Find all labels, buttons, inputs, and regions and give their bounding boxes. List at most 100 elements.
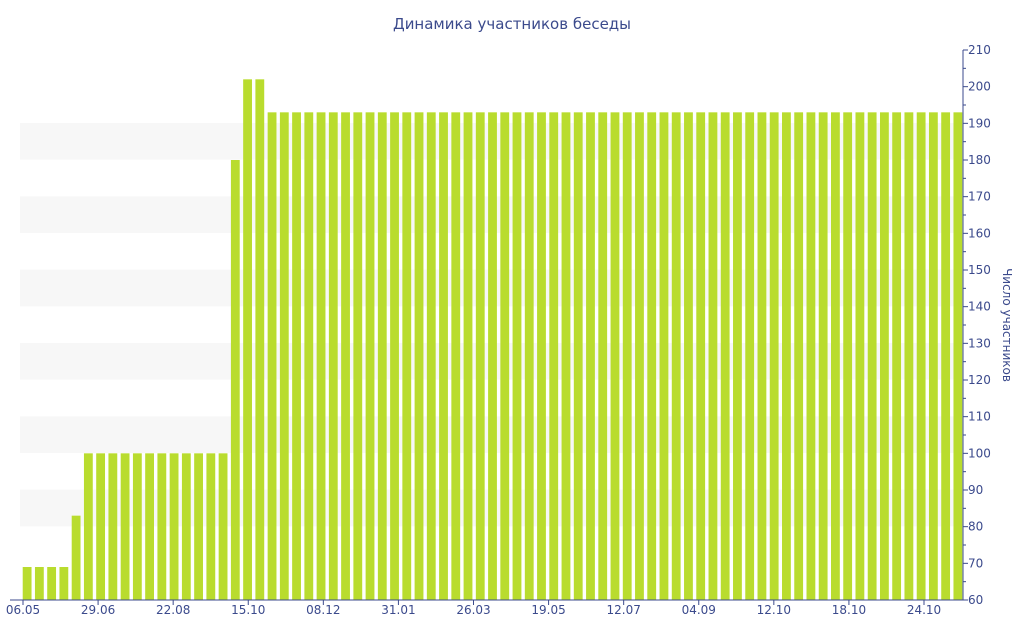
bar[interactable] <box>96 453 106 600</box>
bar[interactable] <box>353 112 363 600</box>
bar[interactable] <box>279 112 289 600</box>
bar[interactable] <box>439 112 448 600</box>
bar[interactable] <box>622 112 632 600</box>
bar[interactable] <box>635 112 644 600</box>
bar[interactable] <box>145 453 154 600</box>
x-tick-label: 12.07 <box>606 603 640 617</box>
bar[interactable] <box>586 112 595 600</box>
bar[interactable] <box>647 112 657 600</box>
x-tick-label: 15.10 <box>231 603 265 617</box>
bar[interactable] <box>769 112 779 600</box>
x-tick-label: 19.05 <box>531 603 565 617</box>
bar[interactable] <box>941 112 951 600</box>
bar[interactable] <box>892 112 902 600</box>
y-tick-label: 90 <box>968 483 983 497</box>
bar[interactable] <box>47 567 57 600</box>
x-tick-label: 08.12 <box>306 603 340 617</box>
bar[interactable] <box>524 112 534 600</box>
bar[interactable] <box>610 112 620 600</box>
bar[interactable] <box>904 112 914 600</box>
x-tick-label: 18.10 <box>832 603 866 617</box>
bar[interactable] <box>157 453 167 600</box>
bar[interactable] <box>292 112 301 600</box>
bar[interactable] <box>831 112 840 600</box>
bar[interactable] <box>120 453 130 600</box>
bar[interactable] <box>867 112 877 600</box>
y-tick-label: 110 <box>968 410 991 424</box>
bar[interactable] <box>59 567 69 600</box>
bar[interactable] <box>855 112 865 600</box>
bar[interactable] <box>218 453 228 600</box>
bar[interactable] <box>782 112 791 600</box>
x-axis: 06.05 29.06 22.08 15.10 08.12 31.01 26.03 19.05… <box>6 599 963 617</box>
bar[interactable] <box>377 112 387 600</box>
bar[interactable] <box>573 112 583 600</box>
x-tick-label: 29.06 <box>81 603 115 617</box>
bar[interactable] <box>194 453 203 600</box>
y-tick-label: 130 <box>968 336 991 350</box>
bar[interactable] <box>390 112 399 600</box>
bar[interactable] <box>757 112 767 600</box>
x-tick-label: 26.03 <box>456 603 490 617</box>
bar[interactable] <box>806 112 816 600</box>
bar[interactable] <box>708 112 718 600</box>
y-tick-label: 100 <box>968 446 991 460</box>
x-tick-label: 22.08 <box>156 603 190 617</box>
bar[interactable] <box>304 112 314 600</box>
bar[interactable] <box>230 160 240 600</box>
y-tick-label: 150 <box>968 263 991 277</box>
bar[interactable] <box>512 112 522 600</box>
y-tick-label: 80 <box>968 520 983 534</box>
bar[interactable] <box>132 453 142 600</box>
y-tick-label: 200 <box>968 80 991 94</box>
bar[interactable] <box>488 112 497 600</box>
bar[interactable] <box>206 453 216 600</box>
bar[interactable] <box>316 112 326 600</box>
bar[interactable] <box>843 112 853 600</box>
bar[interactable] <box>402 112 412 600</box>
bar[interactable] <box>561 112 571 600</box>
bar[interactable] <box>696 112 706 600</box>
bar[interactable] <box>341 112 350 600</box>
bar[interactable] <box>794 112 804 600</box>
x-tick-label: 24.10 <box>907 603 941 617</box>
bar[interactable] <box>684 112 693 600</box>
bar[interactable] <box>34 567 44 600</box>
bar[interactable] <box>720 112 730 600</box>
bar[interactable] <box>916 112 926 600</box>
y-tick-label: 140 <box>968 300 991 314</box>
bar[interactable] <box>537 112 546 600</box>
bar[interactable] <box>745 112 755 600</box>
bar[interactable] <box>671 112 681 600</box>
bar[interactable] <box>659 112 669 600</box>
bar[interactable] <box>267 112 277 600</box>
bar[interactable] <box>169 453 179 600</box>
bar[interactable] <box>953 112 963 600</box>
bar[interactable] <box>328 112 338 600</box>
bar[interactable] <box>733 112 742 600</box>
x-tick-label: 06.05 <box>6 603 40 617</box>
bar[interactable] <box>83 453 93 600</box>
bar[interactable] <box>598 112 608 600</box>
y-tick-label: 70 <box>968 556 983 570</box>
bar[interactable] <box>475 112 485 600</box>
y-tick-label: 60 <box>968 593 983 607</box>
bar[interactable] <box>928 112 938 600</box>
bar[interactable] <box>255 79 265 600</box>
bar[interactable] <box>549 112 559 600</box>
bar[interactable] <box>71 515 81 600</box>
bar[interactable] <box>426 112 436 600</box>
y-tick-label: 210 <box>968 43 991 57</box>
bar[interactable] <box>818 112 828 600</box>
bar[interactable] <box>108 453 118 600</box>
bar[interactable] <box>22 567 32 600</box>
bar[interactable] <box>879 112 889 600</box>
bar[interactable] <box>414 112 424 600</box>
bar[interactable] <box>243 79 252 600</box>
bar[interactable] <box>181 453 191 600</box>
bar[interactable] <box>365 112 375 600</box>
bar[interactable] <box>463 112 473 600</box>
bar[interactable] <box>500 112 510 600</box>
bar[interactable] <box>451 112 461 600</box>
